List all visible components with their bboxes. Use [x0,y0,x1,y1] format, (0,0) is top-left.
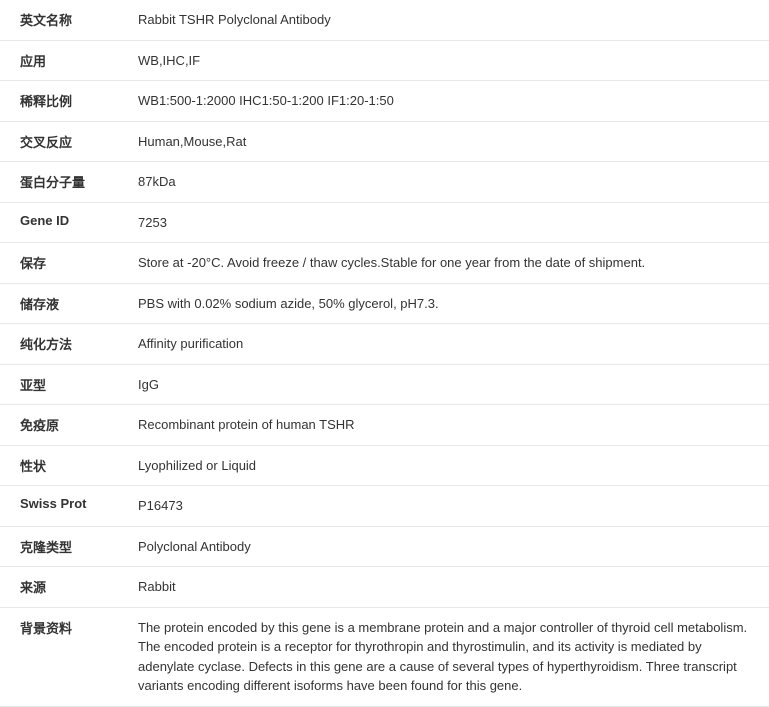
row-label: 交叉反应 [0,121,130,162]
row-value: Human,Mouse,Rat [130,121,769,162]
table-row: Swiss Prot P16473 [0,486,769,527]
row-label: 来源 [0,567,130,608]
table-row: 蛋白分子量 87kDa [0,162,769,203]
row-value: P16473 [130,486,769,527]
row-value: IgG [130,364,769,405]
table-row: 背景资料 The protein encoded by this gene is… [0,607,769,706]
row-value: Recombinant protein of human TSHR [130,405,769,446]
table-row: 来源 Rabbit [0,567,769,608]
table-row: 稀释比例 WB1:500-1:2000 IHC1:50-1:200 IF1:20… [0,81,769,122]
row-label: 储存液 [0,283,130,324]
row-value: WB,IHC,IF [130,40,769,81]
row-value: 7253 [130,202,769,243]
row-label: 蛋白分子量 [0,162,130,203]
spec-table: 英文名称 Rabbit TSHR Polyclonal Antibody 应用 … [0,0,769,707]
table-row: 亚型 IgG [0,364,769,405]
table-row: 克隆类型 Polyclonal Antibody [0,526,769,567]
row-value: Store at -20°C. Avoid freeze / thaw cycl… [130,243,769,284]
table-row: 交叉反应 Human,Mouse,Rat [0,121,769,162]
row-value: Rabbit [130,567,769,608]
row-value: Rabbit TSHR Polyclonal Antibody [130,0,769,40]
table-row: 应用 WB,IHC,IF [0,40,769,81]
row-label: 亚型 [0,364,130,405]
table-row: Gene ID 7253 [0,202,769,243]
table-row: 性状 Lyophilized or Liquid [0,445,769,486]
row-label: 性状 [0,445,130,486]
row-value: WB1:500-1:2000 IHC1:50-1:200 IF1:20-1:50 [130,81,769,122]
row-value: 87kDa [130,162,769,203]
row-label: 免疫原 [0,405,130,446]
row-label: Swiss Prot [0,486,130,527]
table-row: 储存液 PBS with 0.02% sodium azide, 50% gly… [0,283,769,324]
spec-tbody: 英文名称 Rabbit TSHR Polyclonal Antibody 应用 … [0,0,769,706]
row-value: The protein encoded by this gene is a me… [130,607,769,706]
row-label: 英文名称 [0,0,130,40]
table-row: 免疫原 Recombinant protein of human TSHR [0,405,769,446]
row-value: Lyophilized or Liquid [130,445,769,486]
row-label: 纯化方法 [0,324,130,365]
row-value: Polyclonal Antibody [130,526,769,567]
row-label: 保存 [0,243,130,284]
row-label: 应用 [0,40,130,81]
row-value: Affinity purification [130,324,769,365]
row-value: PBS with 0.02% sodium azide, 50% glycero… [130,283,769,324]
row-label: Gene ID [0,202,130,243]
table-row: 保存 Store at -20°C. Avoid freeze / thaw c… [0,243,769,284]
row-label: 背景资料 [0,607,130,706]
table-row: 纯化方法 Affinity purification [0,324,769,365]
row-label: 稀释比例 [0,81,130,122]
table-row: 英文名称 Rabbit TSHR Polyclonal Antibody [0,0,769,40]
row-label: 克隆类型 [0,526,130,567]
